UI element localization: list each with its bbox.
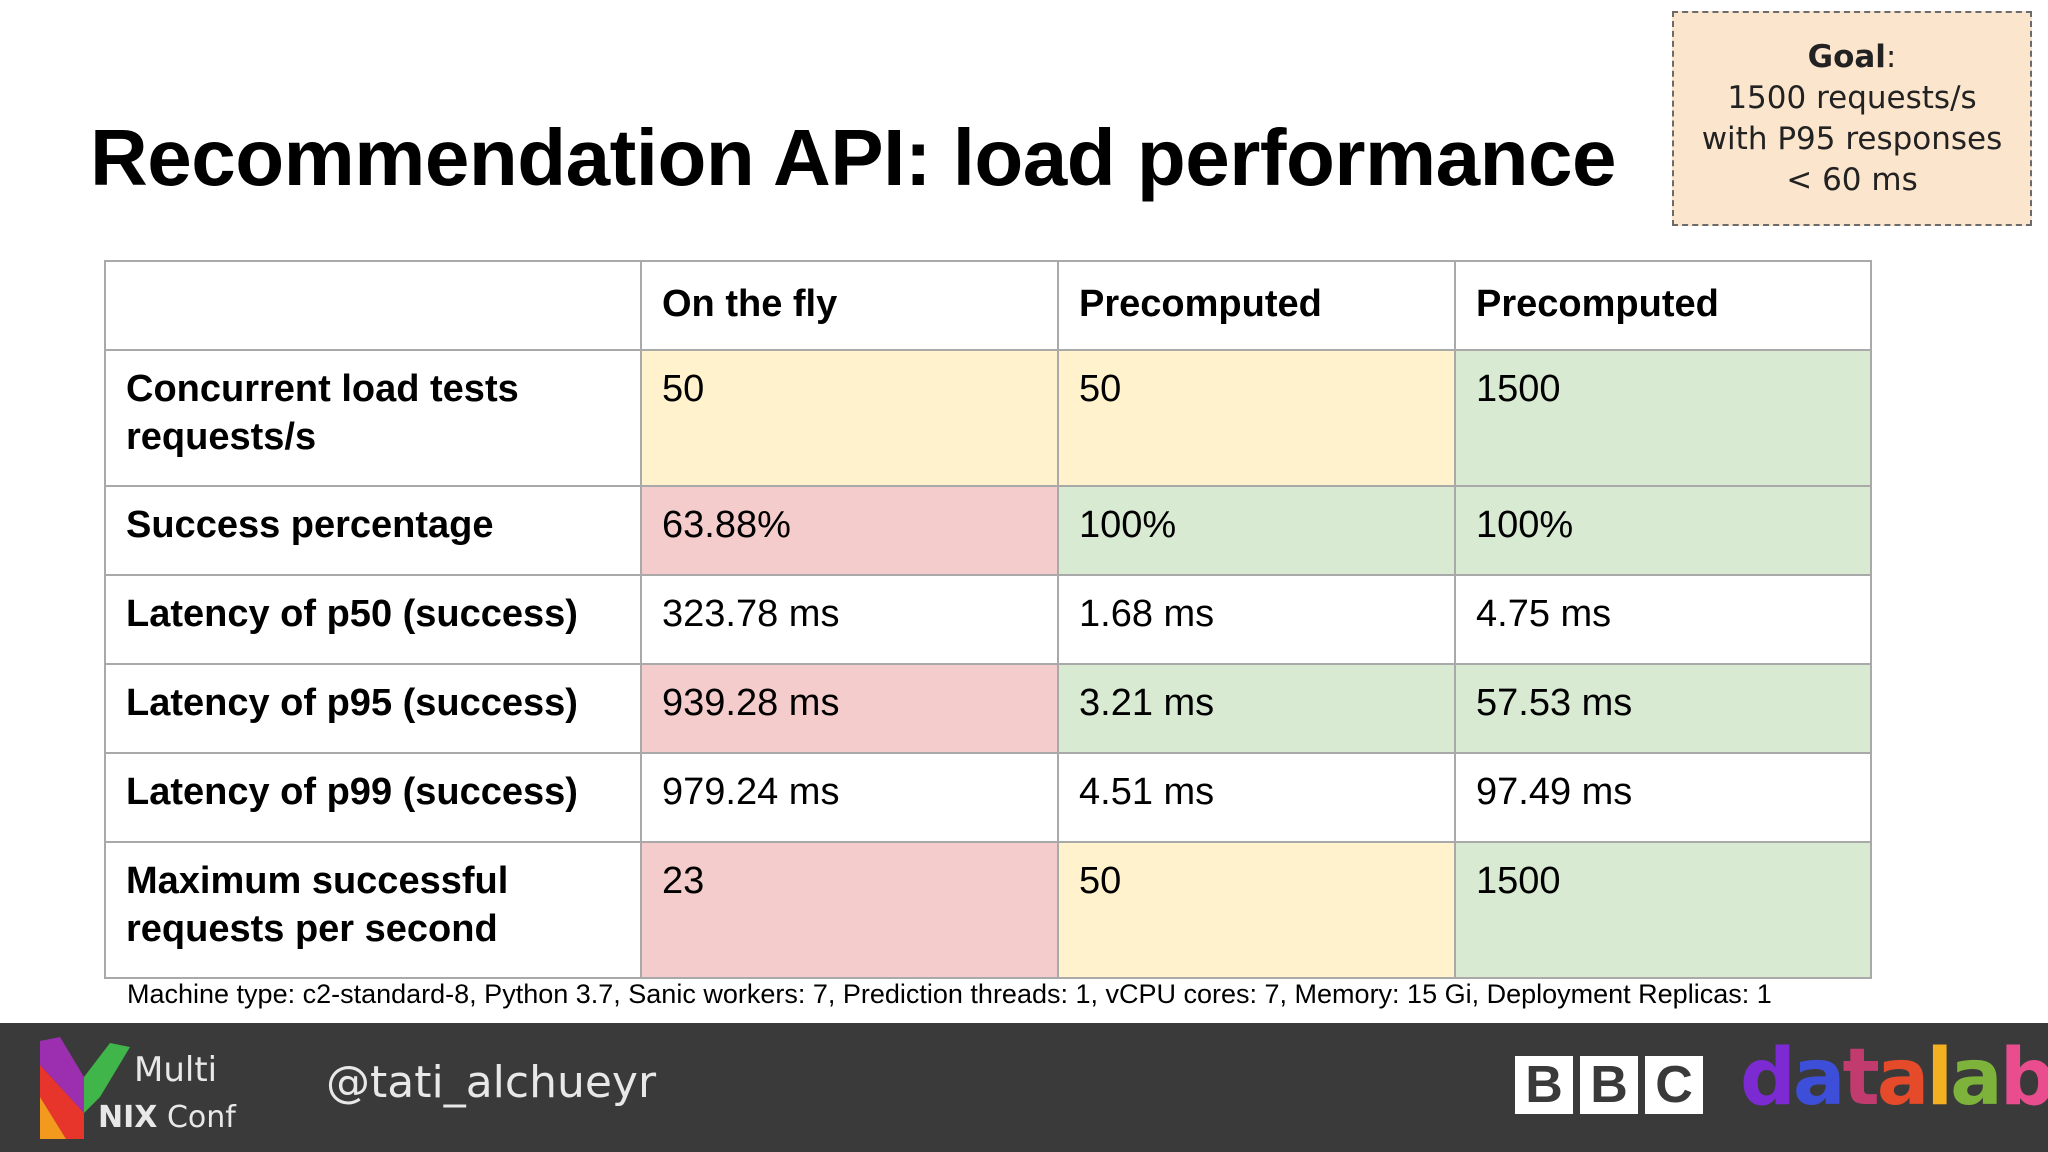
table-row-latency-p99: Latency of p99 (success) 979.24 ms 4.51 … — [104, 752, 1872, 843]
bbc-logo: B B C — [1515, 1056, 1703, 1114]
row-label: Concurrent load tests requests/s — [104, 349, 642, 487]
table-cell: 3.21 ms — [1057, 663, 1456, 754]
datalab-letter: d — [1740, 1033, 1796, 1123]
row-label: Latency of p99 (success) — [104, 752, 642, 843]
multinix-logo-icon — [40, 1037, 130, 1139]
table-cell: 1.68 ms — [1057, 574, 1456, 665]
goal-line-2: with P95 responses — [1701, 120, 2003, 157]
performance-table: On the fly Precomputed Precomputed Concu… — [104, 260, 1872, 979]
table-cell: 979.24 ms — [640, 752, 1059, 843]
table-cell: 323.78 ms — [640, 574, 1059, 665]
table-cell: 939.28 ms — [640, 663, 1059, 754]
conf-conf: Conf — [166, 1100, 236, 1135]
conf-nix: NIX — [98, 1100, 158, 1135]
table-cell: 50 — [1057, 349, 1456, 487]
table-cell: 63.88% — [640, 485, 1059, 576]
table-cell: 23 — [640, 841, 1059, 979]
machine-footnote: Machine type: c2-standard-8, Python 3.7,… — [127, 979, 1772, 1009]
twitter-handle: @tati_alchueyr — [326, 1057, 657, 1108]
conf-name-multi: Multi — [134, 1050, 218, 1090]
row-label: Latency of p95 (success) — [104, 663, 642, 754]
row-label-line: Concurrent load tests — [126, 368, 519, 410]
goal-callout: Goal: 1500 requests/s with P95 responses… — [1672, 11, 2032, 226]
header-empty-cell — [104, 260, 642, 351]
bbc-block: C — [1645, 1056, 1703, 1114]
table-cell: 100% — [1057, 485, 1456, 576]
datalab-logo: d a t a l a b — [1740, 1039, 2048, 1117]
table-cell: 1500 — [1454, 349, 1872, 487]
row-label-line: requests per second — [126, 908, 498, 950]
slide-title: Recommendation API: load performance — [90, 113, 1616, 202]
table-cell: 57.53 ms — [1454, 663, 1872, 754]
datalab-letter: l — [1926, 1033, 1953, 1123]
row-label: Success percentage — [104, 485, 642, 576]
row-label-line: requests/s — [126, 416, 317, 458]
row-label-line: Maximum successful — [126, 860, 509, 902]
goal-line-3: < 60 ms — [1786, 161, 1918, 198]
table-row-max-successful: Maximum successful requests per second 23… — [104, 841, 1872, 979]
row-label: Latency of p50 (success) — [104, 574, 642, 665]
table-header-row: On the fly Precomputed Precomputed — [104, 260, 1872, 351]
table-row-concurrent-load: Concurrent load tests requests/s 50 50 15… — [104, 349, 1872, 487]
table-cell: 1500 — [1454, 841, 1872, 979]
table-cell: 4.75 ms — [1454, 574, 1872, 665]
table-cell: 97.49 ms — [1454, 752, 1872, 843]
goal-colon: : — [1885, 38, 1897, 75]
header-on-the-fly: On the fly — [640, 260, 1059, 351]
table-cell: 100% — [1454, 485, 1872, 576]
header-precomputed-1: Precomputed — [1057, 260, 1456, 351]
table-cell: 4.51 ms — [1057, 752, 1456, 843]
datalab-letter: a — [1792, 1033, 1846, 1123]
goal-line-1: 1500 requests/s — [1727, 79, 1977, 116]
conf-name-nixconf: NIX Conf — [98, 1103, 236, 1133]
datalab-letter: a — [1950, 1033, 2003, 1123]
goal-label: Goal — [1807, 38, 1886, 75]
datalab-letter: a — [1876, 1033, 1930, 1123]
goal-heading: Goal: — [1808, 37, 1897, 78]
table-cell: 50 — [1057, 841, 1456, 979]
datalab-letter: t — [1842, 1033, 1879, 1123]
footer-bar: Multi NIX Conf @tati_alchueyr B B C d a … — [0, 1023, 2048, 1152]
datalab-letter: b — [1999, 1033, 2048, 1123]
row-label: Maximum successful requests per second — [104, 841, 642, 979]
table-row-latency-p50: Latency of p50 (success) 323.78 ms 1.68 … — [104, 574, 1872, 665]
bbc-block: B — [1580, 1056, 1638, 1114]
bbc-block: B — [1515, 1056, 1573, 1114]
table-row-latency-p95: Latency of p95 (success) 939.28 ms 3.21 … — [104, 663, 1872, 754]
header-precomputed-2: Precomputed — [1454, 260, 1872, 351]
table-row-success-percentage: Success percentage 63.88% 100% 100% — [104, 485, 1872, 576]
table-cell: 50 — [640, 349, 1059, 487]
